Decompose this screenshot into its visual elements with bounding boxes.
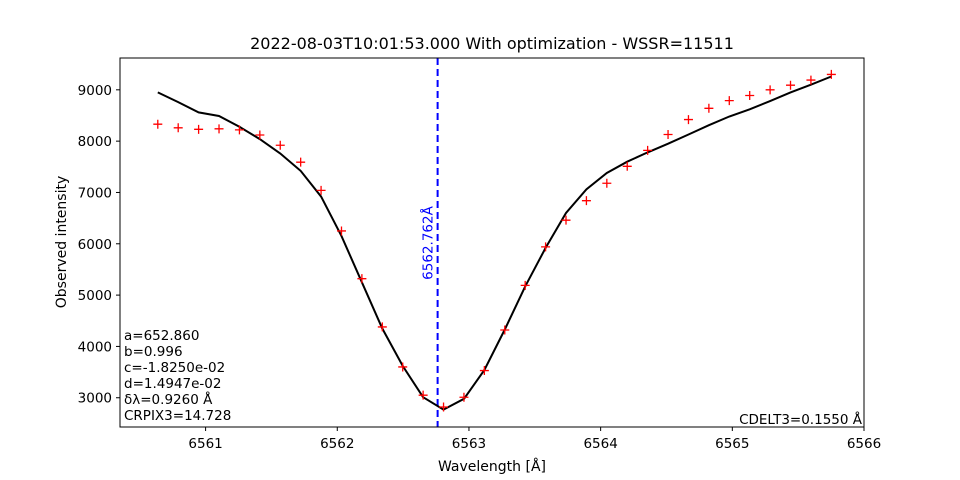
x-tick-label: 6565 [715, 436, 749, 452]
observed-point [826, 69, 836, 79]
observed-point [643, 145, 653, 155]
fit-line [157, 75, 832, 411]
y-axis: 3000 4000 5000 6000 7000 8000 9000 [78, 83, 120, 407]
y-tick-label: 7000 [78, 185, 112, 201]
chart-title: 2022-08-03T10:01:53.000 With optimizatio… [250, 34, 734, 53]
plot-frame [119, 57, 865, 428]
observed-point [704, 103, 714, 113]
observed-point [296, 157, 306, 167]
observed-point [316, 185, 326, 195]
observed-point [255, 130, 265, 140]
observed-point [806, 75, 816, 85]
y-tick-label: 5000 [78, 288, 112, 304]
fit-parameter-text: δλ=0.9260 Å [124, 391, 213, 408]
observed-point [520, 280, 530, 290]
observed-point [622, 161, 632, 171]
y-tick-label: 3000 [78, 391, 112, 407]
observed-point [459, 392, 469, 402]
x-tick-label: 6561 [188, 436, 222, 452]
observed-point [663, 129, 673, 139]
fit-parameter-text: a=652.860 [124, 328, 199, 344]
x-tick-label: 6562 [320, 436, 354, 452]
x-tick-label: 6563 [452, 436, 486, 452]
observed-point [602, 178, 612, 188]
observed-point [724, 96, 734, 106]
observed-point [541, 242, 551, 252]
observed-point [234, 125, 244, 135]
fit-parameter-text: b=0.996 [124, 344, 183, 360]
x-axis-label: Wavelength [Å] [438, 458, 546, 475]
center-wavelength-label: 6562.762Å [420, 205, 437, 279]
x-tick-label: 6566 [847, 436, 881, 452]
observed-point [357, 274, 367, 284]
observed-point [786, 80, 796, 90]
observed-point [194, 124, 204, 134]
plot-area: 6562.762Å [153, 58, 836, 427]
observed-points [153, 69, 836, 412]
observed-point [745, 90, 755, 100]
x-axis: 6561 6562 6563 6564 6565 6566 [188, 427, 881, 452]
y-tick-label: 9000 [78, 83, 112, 99]
fit-parameters: a=652.860b=0.996c=-1.8250e-02d=1.4947e-0… [124, 328, 231, 424]
fit-parameter-text: CRPIX3=14.728 [124, 408, 231, 424]
x-tick-label: 6564 [583, 436, 617, 452]
y-tick-label: 6000 [78, 237, 112, 253]
observed-point [398, 362, 408, 372]
observed-point [500, 325, 510, 335]
observed-point [683, 115, 693, 125]
observed-point [561, 215, 571, 225]
y-axis-label: Observed intensity [54, 176, 70, 309]
y-tick-label: 4000 [78, 339, 112, 355]
observed-point [336, 226, 346, 236]
fit-parameter-text: c=-1.8250e-02 [124, 360, 225, 376]
observed-point [377, 322, 387, 332]
observed-point [581, 196, 591, 206]
cdelt3-annotation: CDELT3=0.1550 Å [739, 411, 863, 428]
observed-point [275, 140, 285, 150]
y-tick-label: 8000 [78, 134, 112, 150]
fit-parameter-text: d=1.4947e-02 [124, 376, 221, 392]
observed-point [765, 85, 775, 95]
observed-point [173, 123, 183, 133]
observed-point [153, 119, 163, 129]
observed-point [479, 366, 489, 376]
observed-point [214, 124, 224, 134]
observed-point [439, 402, 449, 412]
observed-point [418, 390, 428, 400]
